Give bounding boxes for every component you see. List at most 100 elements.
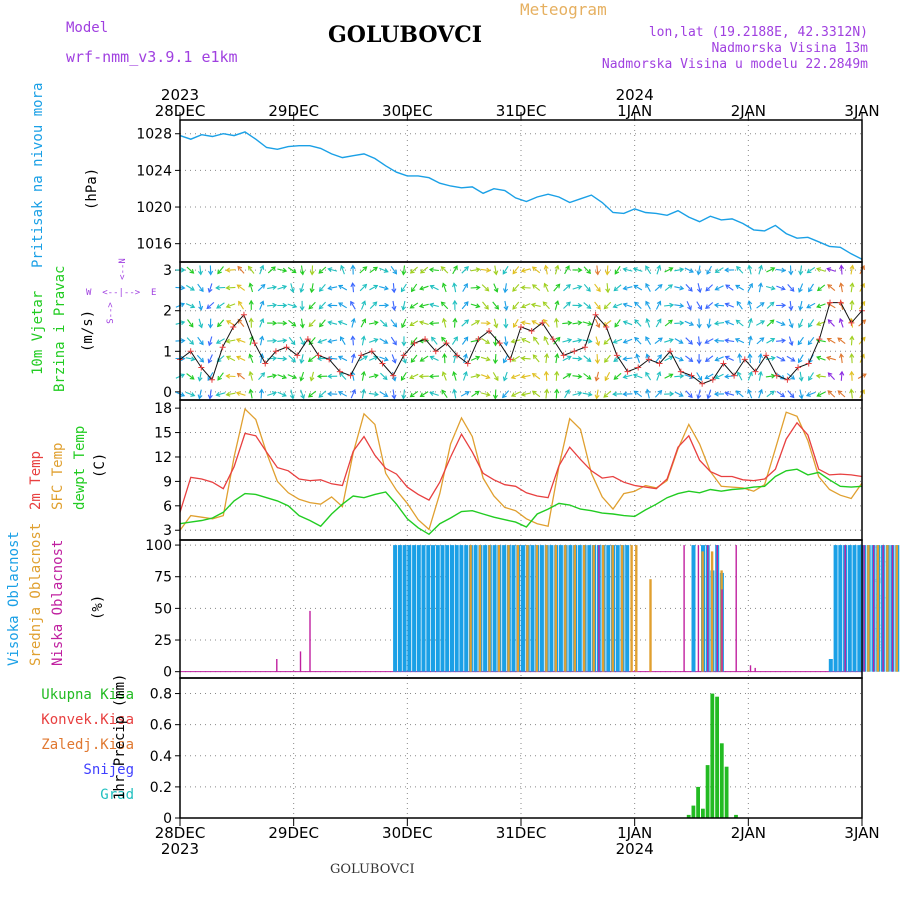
wind-speed-marker <box>720 360 727 367</box>
x-tick-label-bottom: 3JAN <box>844 824 879 842</box>
wind-arrow <box>747 389 753 399</box>
wind-arrow <box>259 301 264 310</box>
wind-arrow-head <box>492 394 498 400</box>
wind-arrow <box>258 372 265 381</box>
wind-arrow <box>555 371 558 381</box>
wind-arrow <box>827 319 835 327</box>
wind-arrow <box>359 284 367 292</box>
wind-arrow <box>300 354 304 364</box>
wind-arrow-head <box>781 302 787 308</box>
wind-arrow-head <box>696 323 702 329</box>
wind-arrow-head <box>714 286 720 291</box>
wind-arrow-head <box>475 355 481 361</box>
y-tick-label: 1020 <box>136 200 172 216</box>
wind-arrow <box>206 301 215 309</box>
wind-arrow <box>494 354 497 364</box>
wind-arrow <box>430 285 439 291</box>
wind-arrow <box>596 265 599 275</box>
wind-arrow-head <box>838 282 844 288</box>
wind-arrow-head <box>770 337 776 343</box>
x-tick-label-top: 3JAN <box>844 102 879 120</box>
wind-arrow-head <box>441 371 447 377</box>
wind-arrow <box>705 284 713 292</box>
wind-arrow-head <box>475 285 481 291</box>
wind-arrow-head <box>789 287 795 292</box>
wind-speed-marker <box>709 376 716 383</box>
wind-arrow-head <box>656 318 662 324</box>
wind-arrow-head <box>419 285 425 291</box>
wind-arrow-head <box>798 305 804 311</box>
wind-arrow <box>664 356 673 362</box>
low-cloud-bar <box>882 545 884 672</box>
wind-arrow <box>492 372 499 381</box>
wind-arrow-head <box>272 355 278 361</box>
wind-arrow-head <box>827 372 833 378</box>
wind-arrow <box>654 284 663 292</box>
wind-arrow <box>461 319 469 327</box>
low-cloud-bar <box>844 545 846 672</box>
wind-arrow <box>787 284 795 292</box>
wind-arrow <box>419 321 429 326</box>
wind-arrow-head <box>586 375 592 380</box>
wind-arrow-head <box>805 392 811 397</box>
wind-arrow-head <box>849 299 855 305</box>
wind-arrow <box>798 354 804 363</box>
precip-total-bar <box>710 693 715 818</box>
wind-arrow-head <box>635 353 641 359</box>
wind-arrow <box>379 267 389 273</box>
x-tick-label-top: 30DEC <box>382 102 433 120</box>
wind-arrow-head <box>788 305 794 311</box>
wind-arrow-head <box>463 282 468 288</box>
wind-arrow-head <box>613 375 619 380</box>
wind-arrow <box>705 302 714 309</box>
wind-arrow <box>623 268 633 272</box>
year-label-top: 2023 <box>161 86 199 104</box>
wind-arrow <box>401 283 407 292</box>
wind-arrow <box>360 301 366 310</box>
wind-arrow <box>351 371 355 381</box>
high-cloud-bar <box>852 545 857 672</box>
wind-arrow-head <box>704 374 710 380</box>
wind-arrow <box>807 266 816 274</box>
wind-arrow-head <box>309 270 315 276</box>
wind-arrow <box>758 389 763 399</box>
wind-arrow <box>470 286 480 289</box>
wind-arrow <box>532 320 541 326</box>
x-tick-label-bottom: 1JAN <box>617 824 652 842</box>
wind-speed-marker <box>645 356 652 363</box>
wind-arrow <box>257 284 266 292</box>
wind-arrow <box>249 389 253 399</box>
year-label-top: 2024 <box>616 86 654 104</box>
wind-arrow <box>237 373 245 380</box>
mid-cloud-bar <box>602 545 605 672</box>
wind-speed-marker <box>422 336 429 343</box>
wind-arrow-head <box>207 287 213 293</box>
wind-arrow <box>562 356 572 362</box>
wind-arrow <box>339 372 347 380</box>
wind-speed-marker <box>773 372 780 379</box>
wind-arrow-head <box>248 282 254 288</box>
y-tick-label: 3 <box>163 523 172 539</box>
wind-arrow <box>287 303 297 308</box>
wind-arrow-head <box>259 264 265 270</box>
wind-arrow <box>786 355 795 362</box>
wind-arrow-head <box>736 371 742 377</box>
high-cloud-bar <box>412 545 417 672</box>
wind-arrow-head <box>704 357 710 362</box>
wind-arrow-head <box>190 356 196 362</box>
wind-arrow <box>826 356 836 361</box>
wind-arrow <box>460 391 470 397</box>
wind-arrow <box>735 338 745 344</box>
wind-arrow <box>328 286 338 290</box>
high-cloud-bar <box>473 545 478 672</box>
wind-arrow-head <box>632 373 638 379</box>
wind-arrow-head <box>713 391 719 397</box>
wind-arrow-head <box>400 287 406 293</box>
wind-arrow <box>553 283 561 292</box>
wind-arrow-head <box>225 338 231 344</box>
wind-arrow-head <box>271 266 276 272</box>
wind-arrow <box>480 268 490 272</box>
wind-arrow <box>185 391 195 397</box>
high-cloud-bar <box>492 545 497 672</box>
wind-speed-marker <box>731 372 738 379</box>
